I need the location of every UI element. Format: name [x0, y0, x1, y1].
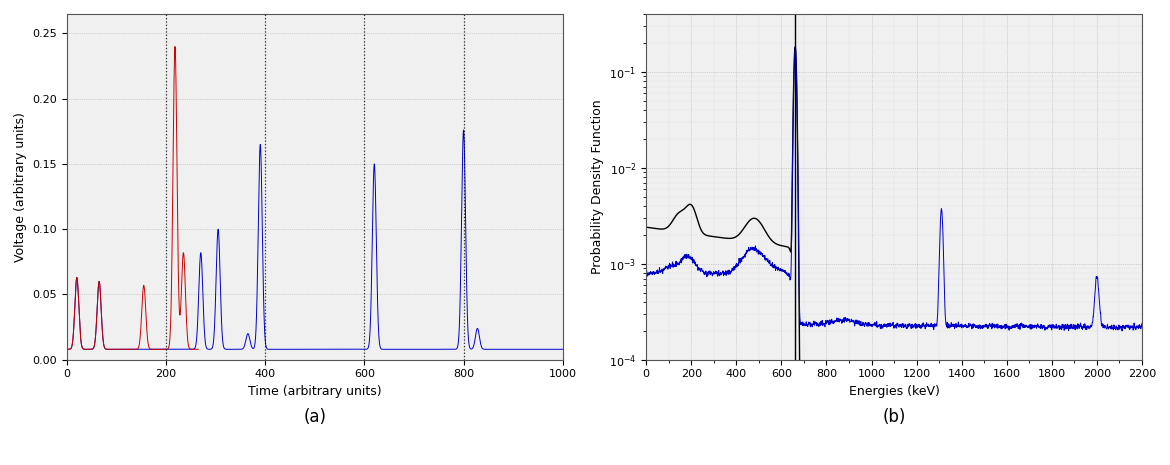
X-axis label: Time (arbitrary units): Time (arbitrary units)	[248, 385, 381, 398]
Text: (a): (a)	[303, 408, 326, 426]
Y-axis label: Voltage (arbitrary units): Voltage (arbitrary units)	[14, 112, 27, 262]
X-axis label: Energies (keV): Energies (keV)	[848, 385, 940, 398]
Y-axis label: Probability Density Function: Probability Density Function	[591, 100, 604, 274]
Text: (b): (b)	[882, 408, 906, 426]
